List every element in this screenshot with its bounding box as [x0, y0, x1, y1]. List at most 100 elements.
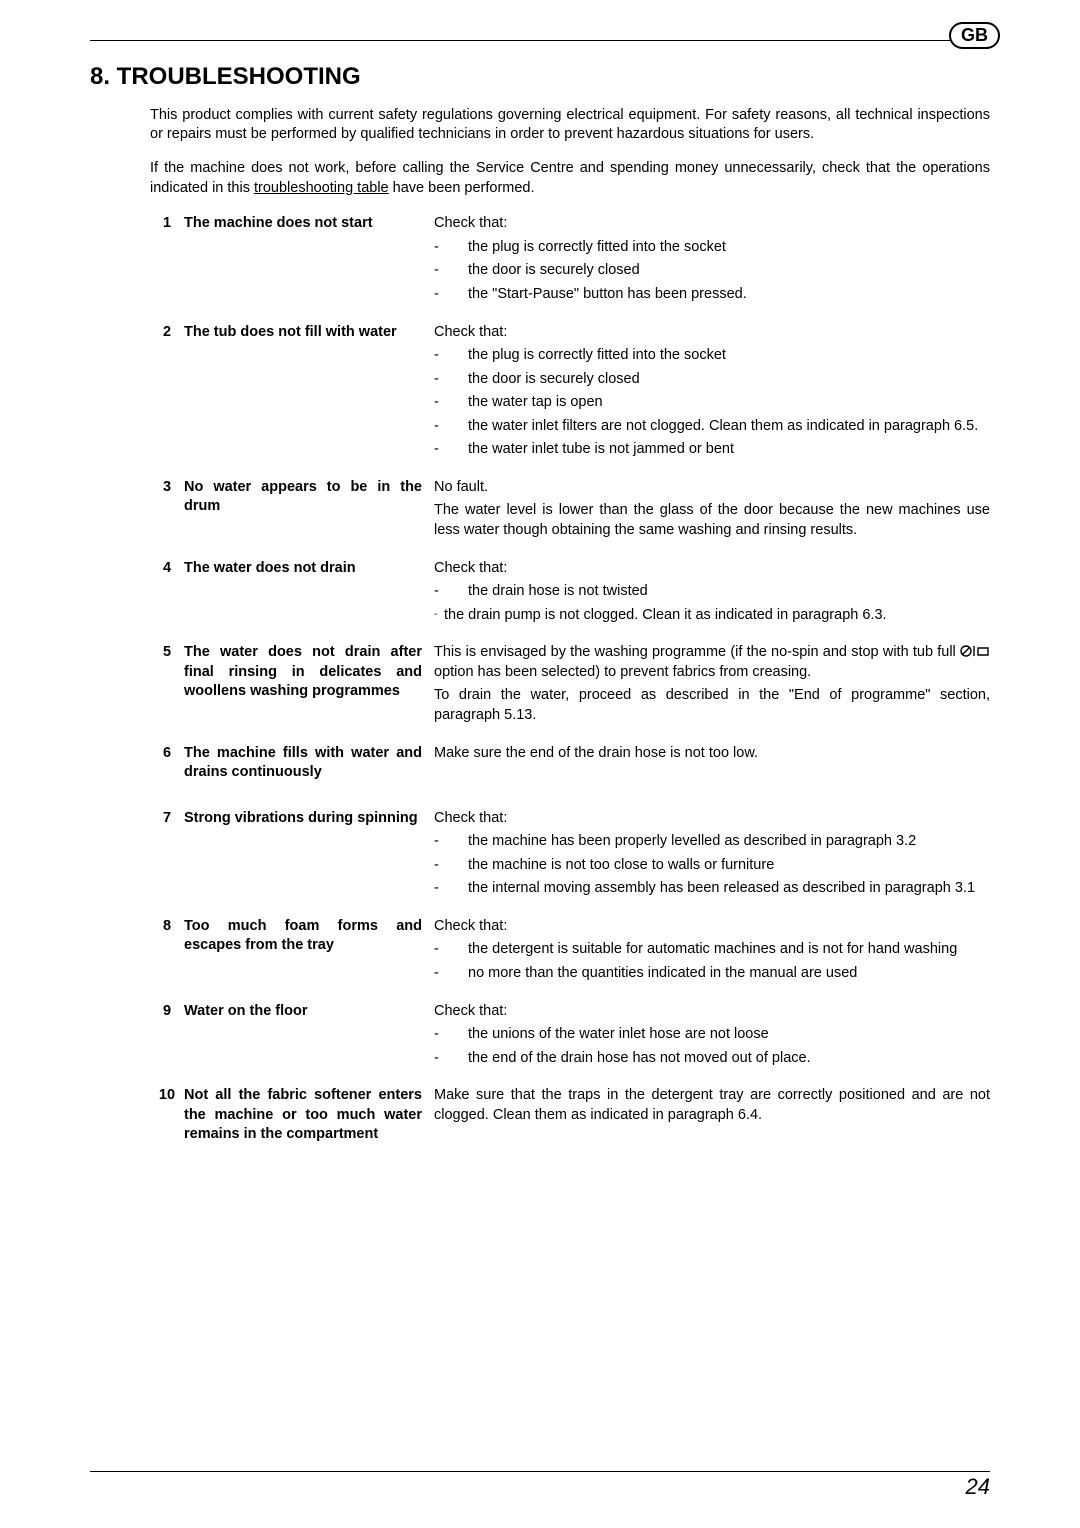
dash-icon: -: [434, 238, 468, 258]
bullet-text: the water inlet filters are not clogged.…: [468, 417, 990, 437]
item-solution: Check that: -the machine has been proper…: [434, 809, 990, 903]
bullet-text: the internal moving assembly has been re…: [468, 879, 990, 899]
dash-icon: -: [434, 879, 468, 899]
item-problem: The water does not drain after final rin…: [184, 643, 434, 702]
solution-text: The water level is lower than the glass …: [434, 501, 990, 540]
item-solution: Check that: -the plug is correctly fitte…: [434, 214, 990, 308]
page-number: 24: [90, 1474, 990, 1500]
dash-icon: -: [434, 1049, 468, 1069]
solution-text-b: option has been selected) to prevent fab…: [434, 664, 811, 680]
page-footer: 24: [90, 1471, 990, 1500]
list-item: 1 The machine does not start Check that:…: [150, 214, 990, 308]
dash-icon: -: [434, 261, 468, 281]
item-problem: Not all the fabric softener enters the m…: [184, 1086, 434, 1145]
item-problem: Too much foam forms and escapes from the…: [184, 917, 434, 956]
item-solution: Make sure the end of the drain hose is n…: [434, 744, 990, 768]
footer-rule: [90, 1471, 990, 1472]
item-solution: Check that: -the detergent is suitable f…: [434, 917, 990, 988]
item-problem: Strong vibrations during spinning: [184, 809, 434, 829]
dash-icon: -: [434, 346, 468, 366]
bullet-text: the machine has been properly levelled a…: [468, 832, 990, 852]
item-number: 5: [150, 643, 184, 663]
item-number: 7: [150, 809, 184, 829]
item-problem: The tub does not fill with water: [184, 323, 434, 343]
item-number: 4: [150, 559, 184, 579]
list-item: 9 Water on the floor Check that: -the un…: [150, 1002, 990, 1073]
dash-icon: -: [434, 606, 444, 624]
bullet-text: the drain pump is not clogged. Clean it …: [444, 606, 990, 626]
item-problem: The water does not drain: [184, 559, 434, 579]
bullet-text: the end of the drain hose has not moved …: [468, 1049, 990, 1069]
bullet-text: the door is securely closed: [468, 370, 990, 390]
section-heading: 8. TROUBLESHOOTING: [90, 63, 990, 91]
page-root: GB 8. TROUBLESHOOTING This product compl…: [0, 0, 1080, 1528]
intro-2b: have been performed.: [389, 180, 535, 196]
intro-paragraph-1: This product complies with current safet…: [90, 106, 990, 145]
check-that-label: Check that:: [434, 559, 990, 579]
language-badge: GB: [949, 22, 1000, 49]
troubleshooting-table-link: troubleshooting table: [254, 180, 389, 196]
item-problem: No water appears to be in the drum: [184, 478, 434, 517]
item-solution: Check that: -the drain hose is not twist…: [434, 559, 990, 630]
bullet-text: the door is securely closed: [468, 261, 990, 281]
bullet-text: the machine is not too close to walls or…: [468, 856, 990, 876]
solution-text: Make sure that the traps in the detergen…: [434, 1086, 990, 1125]
item-number: 9: [150, 1002, 184, 1022]
dash-icon: -: [434, 940, 468, 960]
list-item: 6 The machine fills with water and drain…: [150, 744, 990, 783]
top-rule: [90, 40, 990, 41]
dash-icon: -: [434, 285, 468, 305]
no-spin-tub-full-icon: [960, 644, 990, 662]
check-that-label: Check that:: [434, 809, 990, 829]
item-number: 10: [150, 1086, 184, 1106]
item-solution: Check that: -the plug is correctly fitte…: [434, 323, 990, 464]
solution-text: Make sure the end of the drain hose is n…: [434, 744, 990, 764]
list-item: 5 The water does not drain after final r…: [150, 643, 990, 729]
item-number: 1: [150, 214, 184, 234]
item-number: 8: [150, 917, 184, 937]
dash-icon: -: [434, 370, 468, 390]
bullet-text: the detergent is suitable for automatic …: [468, 940, 990, 960]
check-that-label: Check that:: [434, 323, 990, 343]
check-that-label: Check that:: [434, 214, 990, 234]
item-solution: This is envisaged by the washing program…: [434, 643, 990, 729]
item-problem: Water on the floor: [184, 1002, 434, 1022]
dash-icon: -: [434, 856, 468, 876]
list-item: 7 Strong vibrations during spinning Chec…: [150, 809, 990, 903]
list-item: 10 Not all the fabric softener enters th…: [150, 1086, 990, 1145]
item-solution: No fault. The water level is lower than …: [434, 478, 990, 545]
item-number: 2: [150, 323, 184, 343]
solution-text-a: This is envisaged by the washing program…: [434, 644, 960, 660]
dash-icon: -: [434, 964, 468, 984]
bullet-text: the plug is correctly fitted into the so…: [468, 346, 990, 366]
solution-text: To drain the water, proceed as described…: [434, 686, 990, 725]
bullet-text: the water inlet tube is not jammed or be…: [468, 440, 990, 460]
item-problem: The machine does not start: [184, 214, 434, 234]
list-item: 8 Too much foam forms and escapes from t…: [150, 917, 990, 988]
solution-text: No fault.: [434, 478, 990, 498]
dash-icon: -: [434, 1025, 468, 1045]
check-that-label: Check that:: [434, 917, 990, 937]
item-problem: The machine fills with water and drains …: [184, 744, 434, 783]
dash-icon: -: [434, 393, 468, 413]
intro-paragraph-2: If the machine does not work, before cal…: [90, 159, 990, 198]
item-number: 3: [150, 478, 184, 498]
dash-icon: -: [434, 440, 468, 460]
solution-text: This is envisaged by the washing program…: [434, 643, 990, 682]
bullet-text: the drain hose is not twisted: [468, 582, 990, 602]
troubleshooting-list: 1 The machine does not start Check that:…: [90, 214, 990, 1145]
dash-icon: -: [434, 417, 468, 437]
item-solution: Make sure that the traps in the detergen…: [434, 1086, 990, 1129]
bullet-text: the plug is correctly fitted into the so…: [468, 238, 990, 258]
item-number: 6: [150, 744, 184, 764]
list-item: 2 The tub does not fill with water Check…: [150, 323, 990, 464]
check-that-label: Check that:: [434, 1002, 990, 1022]
list-item: 3 No water appears to be in the drum No …: [150, 478, 990, 545]
bullet-text: the "Start-Pause" button has been presse…: [468, 285, 990, 305]
bullet-text: the water tap is open: [468, 393, 990, 413]
list-item: 4 The water does not drain Check that: -…: [150, 559, 990, 630]
bullet-text: the unions of the water inlet hose are n…: [468, 1025, 990, 1045]
dash-icon: -: [434, 582, 468, 602]
bullet-text: no more than the quantities indicated in…: [468, 964, 990, 984]
dash-icon: -: [434, 832, 468, 852]
